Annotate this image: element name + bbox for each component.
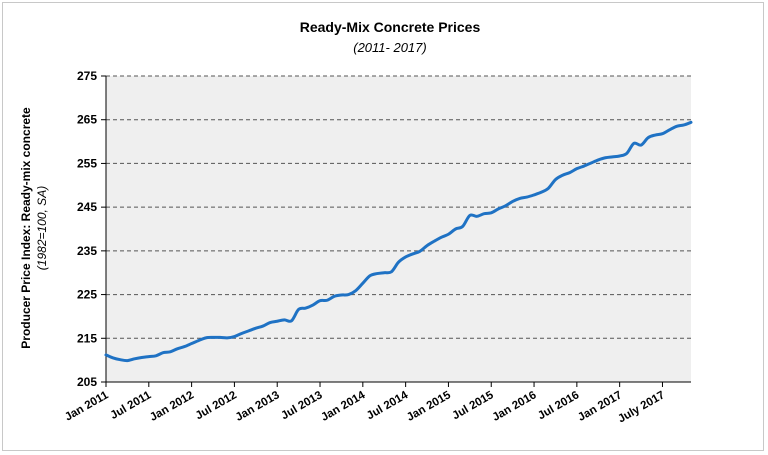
plot-area: [106, 76, 691, 382]
x-tick-label: Jul 2014: [365, 389, 411, 422]
chart-title: Ready-Mix Concrete Prices: [300, 19, 481, 35]
y-tick-label: 225: [77, 288, 97, 302]
x-tick-label: Jan 2015: [405, 389, 454, 424]
y-axis-label-note: (1982=100, SA): [35, 186, 49, 270]
x-tick-label: Jan 2013: [234, 389, 282, 424]
y-tick-label: 215: [77, 331, 97, 345]
y-tick-label: 265: [77, 113, 97, 127]
y-tick-label: 275: [77, 69, 97, 83]
x-tick-label: Jan 2016: [490, 389, 538, 424]
x-tick-label: Jan 2017: [576, 389, 624, 424]
x-tick-label: Jan 2012: [148, 389, 196, 424]
x-tick-label: Jul 2011: [109, 389, 154, 422]
y-tick-label: 245: [77, 200, 97, 214]
y-tick-label: 205: [77, 375, 97, 389]
axes: [105, 76, 691, 383]
y-tick-label: 235: [77, 244, 97, 258]
y-tick-label: 255: [77, 156, 97, 170]
y-axis-label: Producer Price Index: Ready-mix concrete: [19, 107, 33, 349]
y-axis-ticks: 205 215 225 235 245 255 265 275: [77, 69, 106, 389]
x-tick-label: Jan 2014: [319, 389, 368, 424]
x-tick-label: July 2017: [616, 389, 667, 425]
x-tick-label: Jul 2012: [194, 389, 239, 422]
x-tick-label: Jan 2011: [63, 389, 111, 424]
chart-subtitle: (2011- 2017): [353, 40, 426, 55]
x-tick-label: Jul 2016: [536, 389, 581, 422]
x-tick-label: Jul 2015: [450, 389, 496, 422]
series-line: [104, 120, 693, 363]
x-tick-label: Jul 2013: [279, 389, 324, 422]
